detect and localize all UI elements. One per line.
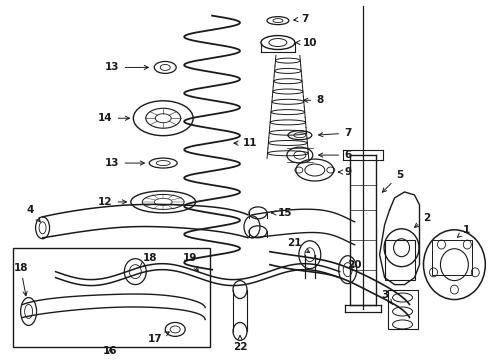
Text: 1: 1 — [457, 225, 470, 237]
Text: 3: 3 — [381, 289, 392, 305]
Text: 13: 13 — [105, 62, 148, 72]
Text: 5: 5 — [382, 170, 403, 192]
Text: 21: 21 — [288, 238, 310, 253]
Bar — [433, 240, 472, 275]
Text: 8: 8 — [304, 95, 323, 105]
Text: 19: 19 — [183, 253, 198, 271]
Text: 18: 18 — [13, 263, 28, 296]
Text: 22: 22 — [233, 336, 247, 352]
Text: 15: 15 — [271, 208, 292, 218]
Text: 13: 13 — [105, 158, 145, 168]
Text: 2: 2 — [415, 213, 430, 228]
Bar — [385, 240, 415, 280]
Bar — [388, 289, 417, 329]
Text: 9: 9 — [338, 167, 351, 177]
Text: 14: 14 — [98, 113, 129, 123]
Text: 7: 7 — [318, 128, 351, 138]
Text: 6: 6 — [318, 150, 351, 160]
Bar — [13, 248, 210, 347]
Text: 11: 11 — [234, 138, 257, 148]
Text: 20: 20 — [347, 260, 362, 270]
Text: 7: 7 — [294, 14, 309, 24]
Text: 16: 16 — [103, 346, 118, 356]
Text: 17: 17 — [148, 332, 169, 345]
Text: 4: 4 — [27, 205, 40, 222]
Text: 18: 18 — [140, 253, 157, 267]
Text: 12: 12 — [98, 197, 126, 207]
Text: 10: 10 — [296, 37, 317, 48]
